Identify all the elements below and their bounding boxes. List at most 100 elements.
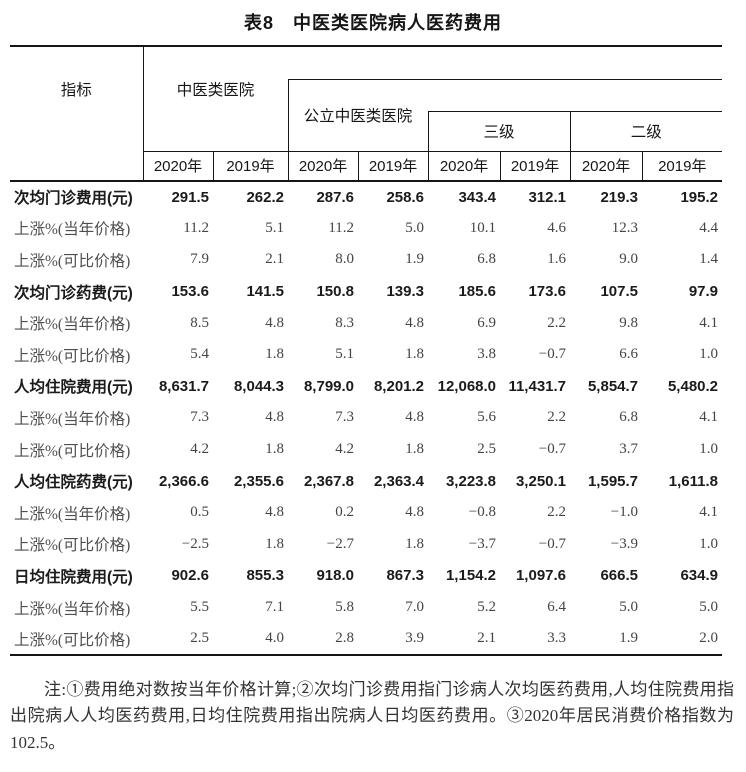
cell-value: 3.8 — [477, 346, 497, 363]
header-row-2: 公立中医类医院 — [10, 79, 723, 151]
cell-value: 5,480.2 — [667, 377, 719, 395]
cell-value: 0.2 — [335, 504, 355, 521]
cell-value: 5.1 — [335, 346, 355, 363]
cell-value: −3.7 — [468, 535, 497, 552]
cell-value: −0.7 — [538, 441, 567, 458]
cell-value: 1.8 — [405, 535, 425, 552]
cell-value: −2.7 — [326, 535, 355, 552]
cell-value: 1.6 — [547, 251, 567, 268]
cell-value: 4.4 — [699, 219, 719, 236]
cell-value: 9.8 — [619, 314, 639, 331]
row-label: 上涨%(当年价格) — [14, 221, 131, 239]
table-row: 上涨%(可比价格) 2.5 4.0 2.8 3.9 2.1 3.3 1.9 2.0 — [10, 623, 722, 655]
cell-value: 1.8 — [265, 535, 285, 552]
cell-value: 2.2 — [547, 314, 567, 331]
table-row: 上涨%(当年价格) 8.5 4.8 8.3 4.8 6.9 2.2 9.8 4.1 — [10, 307, 722, 339]
row-label: 上涨%(当年价格) — [14, 316, 131, 334]
cell-value: −1.0 — [610, 504, 639, 521]
cell-value: 3.3 — [547, 630, 567, 647]
cell-value: 666.5 — [600, 567, 639, 585]
table-row: 上涨%(可比价格) 7.9 2.1 8.0 1.9 6.8 1.6 9.0 1.4 — [10, 244, 722, 276]
cell-value: 150.8 — [316, 283, 355, 301]
table-header: 指标 中医类医院 公立中医类医院 三级 二级 2020年 2019年 2020年… — [10, 46, 723, 182]
cell-value: 3,250.1 — [515, 472, 567, 490]
cell-value: 1.0 — [699, 535, 719, 552]
row-label: 上涨%(当年价格) — [14, 505, 131, 523]
group-header-tier2: 二级 — [569, 111, 723, 151]
cell-value: 2.1 — [265, 251, 285, 268]
cell-value: 8.3 — [335, 314, 355, 331]
table-row: 次均门诊费用(元) 291.5 262.2 287.6 258.6 343.4 312.1 2… — [10, 181, 722, 213]
cell-value: 107.5 — [600, 283, 639, 301]
cell-value: 0.5 — [190, 504, 209, 521]
row-label: 上涨%(可比价格) — [14, 252, 131, 270]
header-spacer-mid — [428, 79, 723, 112]
table-row: 次均门诊药费(元) 153.6 141.5 150.8 139.3 185.6 173.6 1… — [10, 276, 722, 308]
table-row: 上涨%(可比价格) 5.4 1.8 5.1 1.8 3.8 −0.7 6.6 1.0 — [10, 339, 722, 371]
table-body: 次均门诊费用(元) 291.5 262.2 287.6 258.6 343.4 312.1 2… — [10, 181, 722, 655]
cell-value: 902.6 — [171, 567, 209, 585]
cell-value: 2,366.6 — [158, 472, 209, 490]
table-row: 上涨%(可比价格) 4.2 1.8 4.2 1.8 2.5 −0.7 3.7 1.0 — [10, 434, 722, 466]
cell-value: 5.4 — [190, 346, 209, 363]
cell-value: 4.8 — [265, 314, 285, 331]
table-row: 人均住院药费(元) 2,366.6 2,355.6 2,367.8 2,363.4 3,2… — [10, 465, 722, 497]
cell-value: 1,595.7 — [587, 472, 639, 490]
cell-value: 4.0 — [265, 630, 285, 647]
header-spacer-top — [288, 46, 723, 80]
cell-value: 4.8 — [405, 409, 425, 426]
row-label: 人均住院费用(元) — [14, 379, 133, 397]
year-col-header: 2019年 — [212, 150, 289, 182]
cell-value: 7.1 — [265, 599, 285, 616]
group-header-public-tcm: 公立中医类医院 — [287, 79, 429, 151]
cell-value: 287.6 — [316, 188, 355, 206]
cell-value: 4.6 — [547, 219, 567, 236]
cell-value: 1.8 — [265, 346, 285, 363]
row-label: 上涨%(可比价格) — [14, 347, 131, 365]
year-col-header: 2019年 — [499, 150, 571, 182]
cell-value: 343.4 — [458, 188, 497, 206]
year-col-header: 2020年 — [142, 150, 213, 182]
cell-value: 258.6 — [386, 188, 425, 206]
medical-expenses-table: 指标 中医类医院 公立中医类医院 三级 二级 2020年 2019年 2020年… — [10, 45, 723, 656]
cell-value: 5.2 — [477, 599, 497, 616]
cell-value: 153.6 — [171, 283, 209, 301]
cell-value: 7.0 — [405, 599, 425, 616]
cell-value: 2.5 — [477, 441, 497, 458]
year-col-header: 2020年 — [427, 150, 501, 182]
cell-value: 4.8 — [265, 504, 285, 521]
cell-value: 6.8 — [619, 409, 639, 426]
cell-value: −2.5 — [181, 535, 209, 552]
cell-value: 312.1 — [528, 188, 567, 206]
cell-value: 2.5 — [190, 630, 209, 647]
cell-value: 8,201.2 — [373, 377, 425, 395]
cell-value: 3.7 — [619, 441, 639, 458]
row-label: 上涨%(当年价格) — [14, 410, 131, 428]
header-row-3: 三级 二级 — [10, 111, 723, 151]
cell-value: 5.1 — [265, 219, 285, 236]
cell-value: −0.7 — [538, 346, 567, 363]
cell-value: 219.3 — [600, 188, 639, 206]
cell-value: −3.9 — [610, 535, 639, 552]
cell-value: 1.9 — [405, 251, 425, 268]
year-col-header: 2020年 — [569, 150, 643, 182]
header-row-1: 指标 中医类医院 — [10, 46, 723, 182]
cell-value: 97.9 — [688, 283, 719, 301]
table-row: 上涨%(当年价格) 5.5 7.1 5.8 7.0 5.2 6.4 5.0 5.0 — [10, 592, 722, 624]
cell-value: 1,611.8 — [668, 472, 719, 490]
cell-value: 12.3 — [611, 219, 639, 236]
cell-value: 3.9 — [405, 630, 425, 647]
cell-value: 4.1 — [699, 314, 719, 331]
cell-value: 2,355.6 — [233, 472, 285, 490]
row-label: 人均住院药费(元) — [14, 474, 133, 492]
cell-value: 185.6 — [458, 283, 497, 301]
group-header-tcm-hospitals: 中医类医院 — [176, 81, 255, 99]
cell-value: 855.3 — [246, 567, 285, 585]
cell-value: 141.5 — [246, 283, 285, 301]
cell-value: 1.0 — [699, 346, 719, 363]
cell-value: 1.8 — [265, 441, 285, 458]
cell-value: 8,044.3 — [233, 377, 285, 395]
cell-value: 11,431.7 — [508, 377, 567, 395]
cell-value: 4.2 — [190, 441, 209, 458]
cell-value: −0.8 — [468, 504, 497, 521]
